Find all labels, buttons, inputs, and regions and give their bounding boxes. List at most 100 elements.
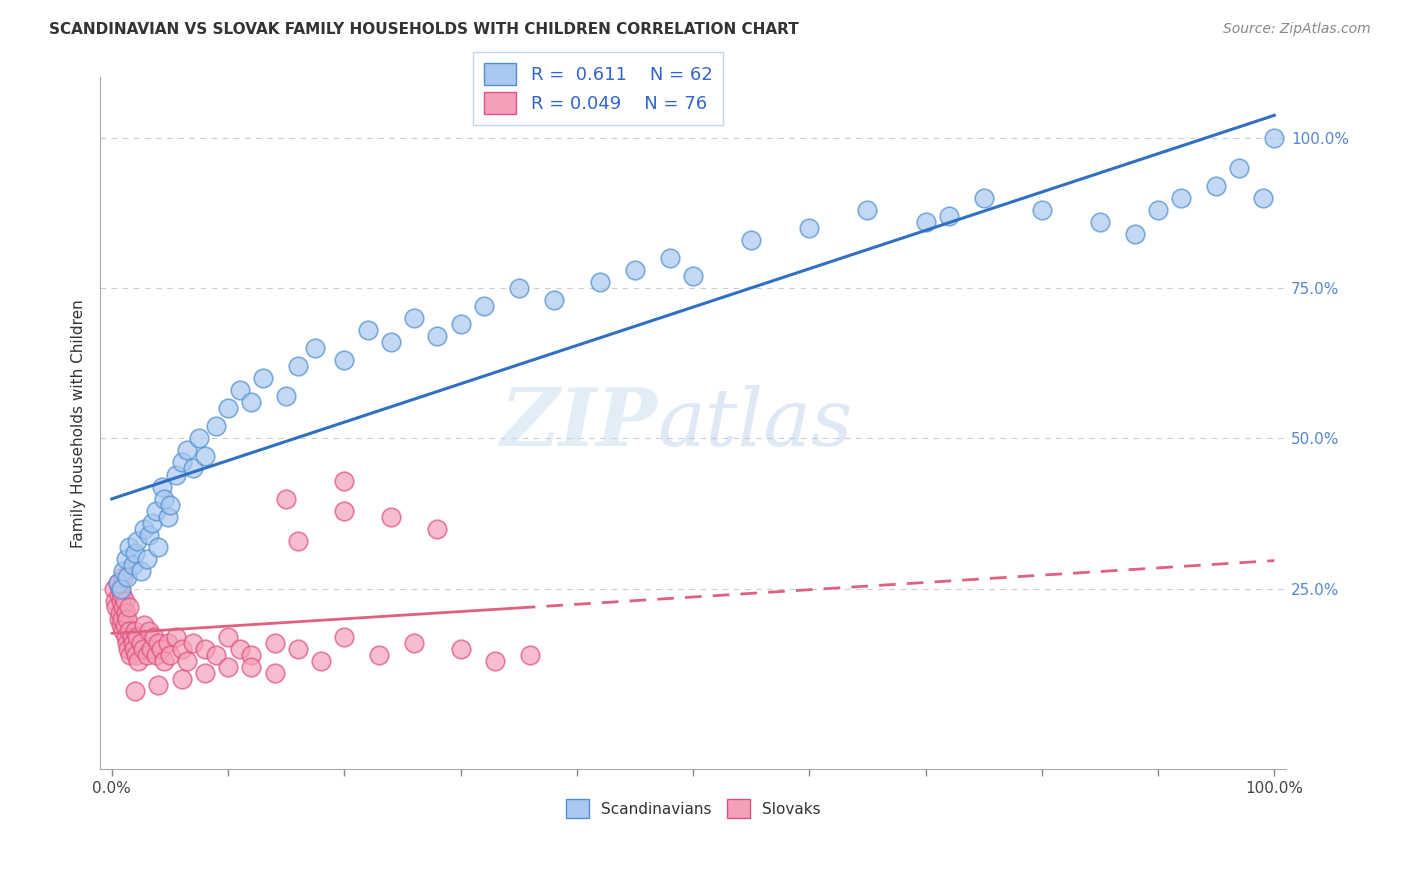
Text: atlas: atlas xyxy=(658,384,853,462)
Point xyxy=(138,624,160,638)
Point xyxy=(176,443,198,458)
Point xyxy=(287,359,309,374)
Point xyxy=(112,624,135,638)
Point xyxy=(110,594,132,608)
Point xyxy=(228,642,250,657)
Point xyxy=(240,395,263,409)
Point xyxy=(217,630,239,644)
Point xyxy=(121,636,143,650)
Point xyxy=(658,251,681,265)
Point xyxy=(153,491,176,506)
Point xyxy=(217,401,239,416)
Point xyxy=(114,618,136,632)
Point xyxy=(127,630,149,644)
Point xyxy=(1088,215,1111,229)
Point xyxy=(141,642,163,657)
Point xyxy=(1123,227,1146,241)
Point xyxy=(333,474,356,488)
Point xyxy=(194,642,217,657)
Point xyxy=(799,220,821,235)
Text: Source: ZipAtlas.com: Source: ZipAtlas.com xyxy=(1223,22,1371,37)
Point xyxy=(118,599,141,614)
Point xyxy=(159,498,181,512)
Point xyxy=(112,570,135,584)
Point xyxy=(187,431,209,445)
Point xyxy=(148,678,170,692)
Point xyxy=(134,522,156,536)
Point xyxy=(135,551,157,566)
Point xyxy=(111,588,134,602)
Point xyxy=(1263,130,1285,145)
Point xyxy=(1031,202,1053,217)
Point xyxy=(508,281,530,295)
Point xyxy=(450,317,472,331)
Point xyxy=(129,564,152,578)
Point xyxy=(472,299,495,313)
Point xyxy=(252,371,274,385)
Point xyxy=(115,636,138,650)
Point xyxy=(263,636,285,650)
Point xyxy=(115,570,138,584)
Point xyxy=(124,624,146,638)
Point xyxy=(624,263,647,277)
Point xyxy=(148,540,170,554)
Point xyxy=(194,450,217,464)
Point xyxy=(124,684,146,698)
Point xyxy=(153,654,176,668)
Point xyxy=(1251,191,1274,205)
Point xyxy=(543,293,565,307)
Point xyxy=(125,648,148,662)
Point xyxy=(333,353,356,368)
Point xyxy=(118,624,141,638)
Point xyxy=(128,654,150,668)
Point xyxy=(134,618,156,632)
Point xyxy=(914,215,936,229)
Point xyxy=(402,636,425,650)
Point xyxy=(111,612,134,626)
Point xyxy=(589,275,612,289)
Point xyxy=(333,503,356,517)
Point xyxy=(145,648,167,662)
Point xyxy=(228,384,250,398)
Point xyxy=(240,648,263,662)
Point xyxy=(176,654,198,668)
Point xyxy=(121,558,143,572)
Point xyxy=(112,564,135,578)
Point xyxy=(114,630,136,644)
Point xyxy=(276,491,298,506)
Point xyxy=(122,642,145,657)
Point xyxy=(159,648,181,662)
Point xyxy=(205,648,228,662)
Point xyxy=(276,389,298,403)
Point xyxy=(141,516,163,530)
Point xyxy=(112,599,135,614)
Point xyxy=(205,419,228,434)
Point xyxy=(740,233,762,247)
Point xyxy=(138,527,160,541)
Point xyxy=(117,642,139,657)
Point xyxy=(426,329,449,343)
Point xyxy=(380,335,402,350)
Point xyxy=(682,268,704,283)
Point xyxy=(132,642,155,657)
Point xyxy=(103,582,125,596)
Point xyxy=(114,594,136,608)
Point xyxy=(107,588,129,602)
Point xyxy=(287,642,309,657)
Point xyxy=(114,551,136,566)
Point xyxy=(938,209,960,223)
Point xyxy=(217,660,239,674)
Point xyxy=(356,323,378,337)
Point xyxy=(142,630,165,644)
Point xyxy=(148,636,170,650)
Point xyxy=(1147,202,1170,217)
Point xyxy=(181,636,204,650)
Point xyxy=(114,606,136,620)
Point xyxy=(118,540,141,554)
Point xyxy=(1229,161,1251,175)
Point xyxy=(129,636,152,650)
Point xyxy=(108,606,131,620)
Point xyxy=(484,654,506,668)
Text: SCANDINAVIAN VS SLOVAK FAMILY HOUSEHOLDS WITH CHILDREN CORRELATION CHART: SCANDINAVIAN VS SLOVAK FAMILY HOUSEHOLDS… xyxy=(49,22,799,37)
Point xyxy=(368,648,391,662)
